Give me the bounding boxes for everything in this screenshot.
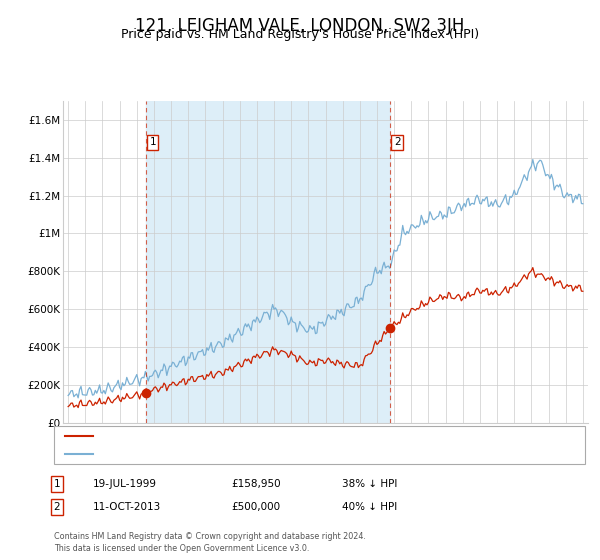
Text: Price paid vs. HM Land Registry's House Price Index (HPI): Price paid vs. HM Land Registry's House … [121, 28, 479, 41]
Text: Contains HM Land Registry data © Crown copyright and database right 2024.
This d: Contains HM Land Registry data © Crown c… [54, 533, 366, 553]
Text: 40% ↓ HPI: 40% ↓ HPI [342, 502, 397, 512]
Text: £500,000: £500,000 [231, 502, 280, 512]
Text: 2: 2 [394, 137, 400, 147]
Text: 121, LEIGHAM VALE, LONDON, SW2 3JH: 121, LEIGHAM VALE, LONDON, SW2 3JH [136, 17, 464, 35]
Text: £158,950: £158,950 [231, 479, 281, 489]
Text: 1: 1 [53, 479, 61, 489]
Text: 11-OCT-2013: 11-OCT-2013 [93, 502, 161, 512]
Text: 2: 2 [53, 502, 61, 512]
Text: 1: 1 [149, 137, 156, 147]
Bar [146, 101, 391, 423]
Text: 38% ↓ HPI: 38% ↓ HPI [342, 479, 397, 489]
Text: HPI: Average price, detached house, Lambeth: HPI: Average price, detached house, Lamb… [97, 449, 336, 459]
Text: 19-JUL-1999: 19-JUL-1999 [93, 479, 157, 489]
Text: 121, LEIGHAM VALE, LONDON, SW2 3JH (detached house): 121, LEIGHAM VALE, LONDON, SW2 3JH (deta… [97, 431, 398, 441]
